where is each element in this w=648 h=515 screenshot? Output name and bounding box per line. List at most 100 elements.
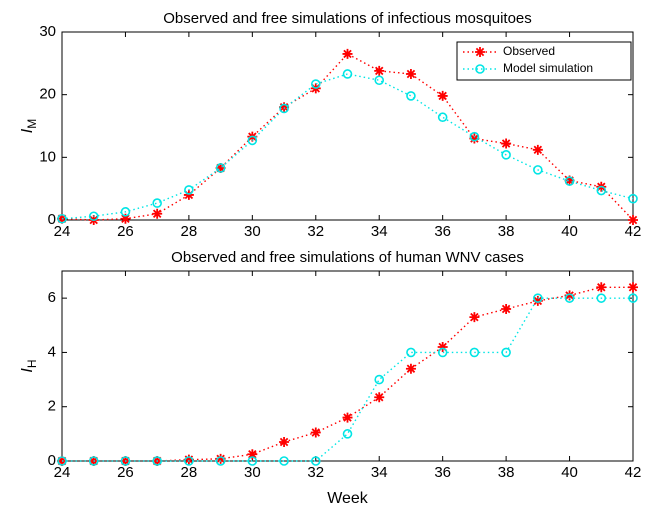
x-tick-label: 30 bbox=[244, 464, 261, 481]
marker bbox=[310, 456, 321, 466]
y-axis-label: IM bbox=[19, 119, 39, 133]
marker bbox=[533, 293, 543, 303]
marker bbox=[279, 456, 289, 466]
marker bbox=[628, 293, 638, 303]
marker bbox=[406, 347, 416, 358]
y-tick-label: 0 bbox=[48, 211, 56, 228]
y-label-symbol: I bbox=[19, 128, 36, 133]
marker bbox=[628, 215, 638, 225]
marker bbox=[469, 131, 480, 142]
series-line bbox=[62, 297, 633, 462]
marker bbox=[437, 112, 448, 123]
legend bbox=[456, 41, 632, 81]
marker bbox=[279, 102, 290, 113]
marker bbox=[405, 68, 416, 79]
marker bbox=[310, 79, 321, 89]
marker bbox=[279, 437, 290, 447]
y-tick-label: 20 bbox=[39, 86, 56, 103]
marker bbox=[532, 295, 543, 306]
marker bbox=[247, 456, 258, 466]
marker bbox=[374, 65, 385, 76]
marker bbox=[596, 185, 607, 196]
marker bbox=[184, 185, 194, 195]
x-tick-label: 24 bbox=[54, 464, 71, 481]
y-tick-label: 4 bbox=[48, 343, 56, 360]
x-tick-label: 34 bbox=[371, 464, 388, 481]
marker bbox=[247, 135, 258, 146]
x-tick-label: 42 bbox=[625, 223, 642, 240]
marker bbox=[469, 133, 480, 144]
chart-title: Observed and free simulations of infecti… bbox=[163, 10, 532, 27]
legend-label: Model simulation bbox=[503, 61, 593, 75]
markers bbox=[57, 69, 638, 224]
x-tick-label: 32 bbox=[307, 223, 324, 240]
marker bbox=[532, 144, 543, 155]
marker bbox=[183, 189, 194, 200]
marker bbox=[628, 193, 638, 204]
x-tick-label: 30 bbox=[244, 223, 261, 240]
marker bbox=[564, 175, 575, 186]
marker bbox=[152, 208, 163, 219]
marker bbox=[279, 103, 289, 114]
y-label-symbol: I bbox=[19, 368, 36, 373]
marker bbox=[628, 282, 638, 293]
y-label-subscript: M bbox=[25, 119, 39, 129]
marker bbox=[469, 347, 480, 358]
marker bbox=[406, 91, 416, 101]
x-tick-label: 36 bbox=[434, 464, 451, 481]
marker bbox=[342, 69, 353, 79]
x-tick-label: 40 bbox=[561, 223, 578, 240]
x-tick-label: 28 bbox=[181, 464, 198, 481]
marker bbox=[310, 427, 321, 438]
marker bbox=[215, 162, 226, 173]
y-axis-label: IH bbox=[19, 359, 39, 372]
marker bbox=[437, 342, 448, 352]
marker bbox=[183, 454, 194, 465]
x-tick-label: 36 bbox=[434, 223, 451, 240]
x-tick-label: 24 bbox=[54, 223, 71, 240]
marker bbox=[596, 282, 607, 293]
marker bbox=[120, 456, 131, 466]
marker bbox=[374, 75, 385, 86]
marker bbox=[342, 412, 353, 423]
y-tick-label: 2 bbox=[48, 398, 56, 415]
marker bbox=[501, 150, 511, 160]
marker bbox=[215, 163, 226, 173]
x-tick-label: 38 bbox=[498, 223, 515, 240]
marker bbox=[215, 453, 226, 464]
marker bbox=[342, 48, 353, 59]
x-axis-label: Week bbox=[327, 490, 369, 507]
legend-label: Observed bbox=[503, 44, 555, 58]
marker bbox=[533, 165, 543, 175]
marker bbox=[152, 198, 162, 208]
marker bbox=[120, 207, 131, 217]
marker bbox=[215, 456, 226, 466]
x-tick-label: 28 bbox=[181, 223, 198, 240]
y-tick-label: 6 bbox=[48, 289, 56, 306]
x-tick-label: 26 bbox=[117, 464, 134, 481]
y-tick-label: 10 bbox=[39, 148, 56, 165]
y-tick-label: 0 bbox=[48, 452, 56, 469]
x-tick-label: 42 bbox=[625, 464, 642, 481]
marker bbox=[564, 290, 575, 301]
y-label-subscript: H bbox=[25, 359, 39, 368]
marker bbox=[88, 211, 99, 222]
marker bbox=[120, 213, 131, 224]
marker bbox=[247, 449, 258, 460]
marker bbox=[57, 213, 67, 224]
marker bbox=[57, 213, 67, 224]
marker bbox=[596, 293, 607, 303]
x-tick-label: 40 bbox=[561, 464, 578, 481]
markers bbox=[57, 293, 638, 466]
marker bbox=[501, 138, 512, 149]
marker bbox=[501, 347, 511, 358]
x-tick-label: 32 bbox=[307, 464, 324, 481]
x-tick-label: 34 bbox=[371, 223, 388, 240]
marker bbox=[184, 456, 194, 466]
marker bbox=[469, 312, 480, 323]
marker bbox=[342, 429, 353, 439]
marker bbox=[405, 363, 416, 374]
marker bbox=[374, 374, 385, 385]
plot-area bbox=[61, 270, 634, 462]
